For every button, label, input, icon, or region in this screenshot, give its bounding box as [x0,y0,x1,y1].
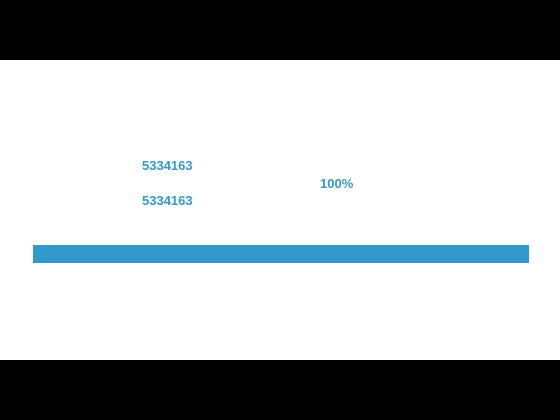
load-progress-fill [33,245,529,263]
preloader-panel: 5334163 100% 5334163 [0,60,560,360]
bytes-loaded-counter: 5334163 [142,158,193,173]
letterbox-bottom [0,360,560,420]
load-progress-bar [33,245,529,263]
letterbox-top [0,0,560,60]
load-percent-label: 100% [320,176,354,191]
bytes-total-counter: 5334163 [142,193,193,208]
